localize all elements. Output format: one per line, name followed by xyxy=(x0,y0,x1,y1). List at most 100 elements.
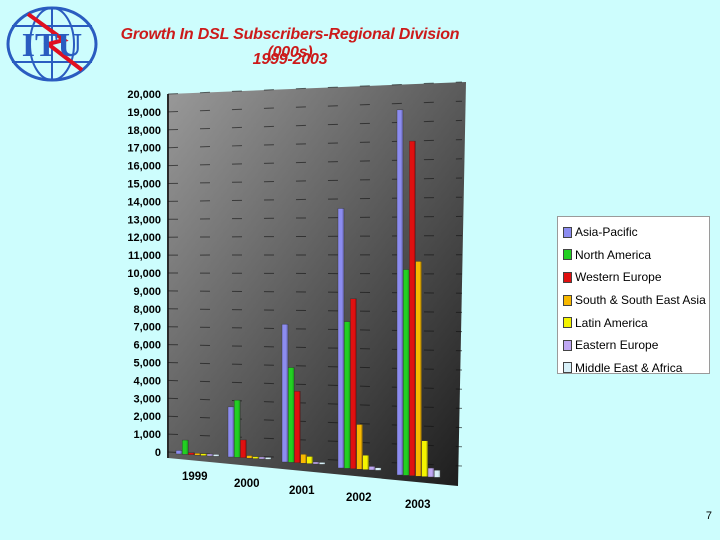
bar-latin-america-2002 xyxy=(362,455,369,470)
legend-item: South & South East Asia xyxy=(563,289,709,312)
bar-latin-america-2003 xyxy=(421,440,428,477)
itu-logo: ITU xyxy=(6,6,98,82)
legend-item: Asia-Pacific xyxy=(563,221,709,244)
legend-label: Middle East & Africa xyxy=(575,360,683,375)
bar-middle-east-africa-1999 xyxy=(212,454,220,457)
y-tick-label: 14,000 xyxy=(127,196,161,208)
y-tick-label: 13,000 xyxy=(127,214,161,226)
bar-shade xyxy=(232,406,234,457)
bar-shade xyxy=(298,391,301,463)
bar-eastern-europe-2000 xyxy=(258,456,266,460)
legend-item: Latin America xyxy=(563,311,709,334)
lightning-icon xyxy=(26,12,84,72)
chart-title: Growth In DSL Subscribers-Regional Divis… xyxy=(120,26,460,61)
legend-swatch xyxy=(563,271,572,283)
legend-item: Western Europe xyxy=(563,266,709,289)
bar-shade xyxy=(438,470,441,478)
bar-north-america-1999 xyxy=(181,439,189,455)
bar-latin-america-2000 xyxy=(252,456,260,459)
y-tick-label: 7,000 xyxy=(133,322,161,334)
bar-shade xyxy=(305,454,307,464)
y-tick-label: 6,000 xyxy=(133,340,161,352)
legend-label: Latin America xyxy=(575,315,648,330)
legend-item: North America xyxy=(563,244,709,267)
bar-shade xyxy=(379,467,382,471)
page-number: 7 xyxy=(705,510,712,522)
y-tick-label: 15,000 xyxy=(127,179,161,191)
bar-shade xyxy=(323,462,326,465)
bar-shade xyxy=(180,450,182,454)
y-tick-label: 11,000 xyxy=(128,250,161,262)
bar-shade xyxy=(407,269,410,476)
x-tick-label: 2002 xyxy=(346,492,372,504)
chart-subtitle: 1999-2003 xyxy=(252,51,328,68)
bar-eastern-europe-2001 xyxy=(312,461,320,465)
bar-shade xyxy=(251,455,253,459)
y-tick-label: 2,000 xyxy=(133,411,161,423)
x-tick-label: 2003 xyxy=(405,499,431,511)
bar-shade xyxy=(263,457,265,459)
bar-shade xyxy=(373,466,375,470)
bar-shade xyxy=(342,208,344,468)
bar-shade xyxy=(217,454,220,457)
x-tick-label: 2001 xyxy=(289,485,315,497)
y-tick-label: 8,000 xyxy=(133,304,161,316)
bar-western-europe-1999 xyxy=(188,452,195,455)
y-tick-label: 0 xyxy=(155,447,161,459)
logo-text: ITU xyxy=(22,27,82,64)
bar-shade xyxy=(348,321,351,469)
legend-label: North America xyxy=(575,247,652,262)
bar-middle-east-africa-2001 xyxy=(319,462,326,465)
legend-swatch xyxy=(563,362,572,374)
y-tick-label: 12,000 xyxy=(127,232,161,244)
bar-north-america-2000 xyxy=(233,399,241,458)
y-tick-label: 20,000 xyxy=(127,89,161,101)
bar-shade xyxy=(420,261,422,477)
bar-asia-pacific-2003 xyxy=(396,109,404,476)
legend-label: Eastern Europe xyxy=(575,338,659,353)
bar-western-europe-2003 xyxy=(409,140,416,477)
legend-swatch xyxy=(563,226,572,238)
y-tick-label: 10,000 xyxy=(127,268,161,280)
y-tick-label: 4,000 xyxy=(133,375,161,387)
bar-western-europe-2002 xyxy=(350,298,357,470)
bar-asia-pacific-2002 xyxy=(337,208,345,469)
legend-item: Middle East & Africa xyxy=(563,357,709,380)
legend-label: South & South East Asia xyxy=(575,293,706,308)
bar-shade xyxy=(205,453,207,456)
y-tick-label: 3,000 xyxy=(133,393,161,405)
bar-south-south-east-asia-2002 xyxy=(356,424,363,470)
bar-shade xyxy=(311,456,313,464)
legend-swatch xyxy=(563,317,572,329)
bar-shade xyxy=(192,452,195,455)
bar-eastern-europe-2003 xyxy=(427,467,435,478)
chart-back-wall xyxy=(168,82,466,486)
bar-shade xyxy=(317,462,319,464)
legend-item: Eastern Europe xyxy=(563,334,709,357)
bar-shade xyxy=(426,440,428,477)
bar-latin-america-2001 xyxy=(306,456,313,464)
bar-shade xyxy=(269,457,272,460)
y-tick-label: 5,000 xyxy=(133,358,161,370)
bar-shade xyxy=(292,367,295,463)
y-tick-label: 1,000 xyxy=(133,429,161,441)
bar-asia-pacific-2001 xyxy=(281,323,289,463)
bar-shade xyxy=(238,400,241,458)
bar-shade xyxy=(367,455,369,470)
y-tick-label: 18,000 xyxy=(127,125,161,137)
y-tick-label: 9,000 xyxy=(133,286,161,298)
y-tick-label: 16,000 xyxy=(127,161,161,173)
bar-shade xyxy=(199,453,201,456)
bar-middle-east-africa-2003 xyxy=(434,470,441,478)
bar-western-europe-2000 xyxy=(240,439,247,458)
bar-middle-east-africa-2000 xyxy=(265,457,272,460)
bar-shade xyxy=(354,298,357,469)
x-tick-label: 1999 xyxy=(182,471,208,483)
legend-swatch xyxy=(563,294,572,306)
x-tick-label: 2000 xyxy=(234,478,260,490)
bar-shade xyxy=(257,456,259,459)
bar-middle-east-africa-2002 xyxy=(375,467,382,471)
bar-south-south-east-asia-2003 xyxy=(415,261,422,477)
legend-label: Asia-Pacific xyxy=(575,225,638,240)
